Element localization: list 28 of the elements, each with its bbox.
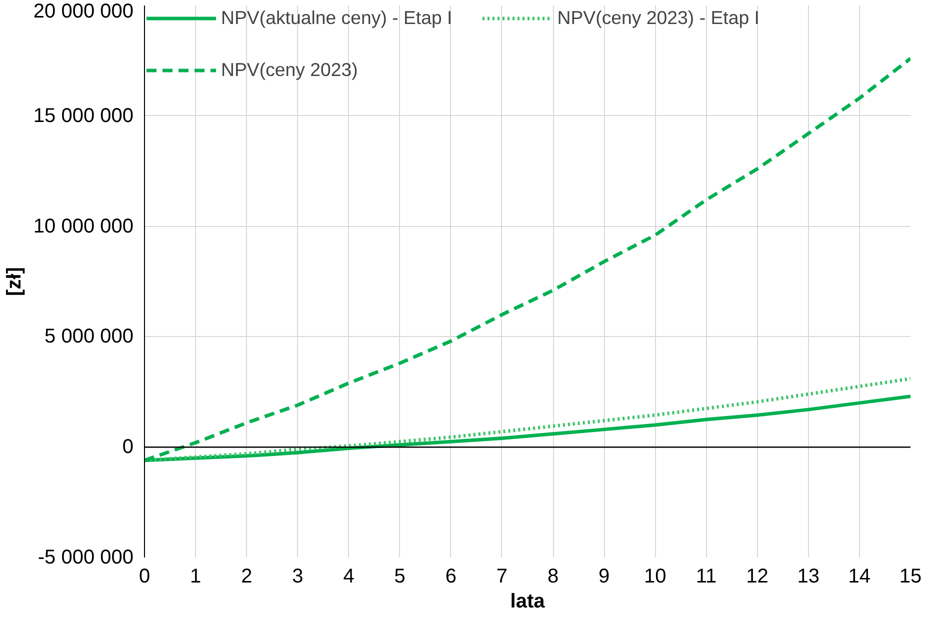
x-tick-label: 15 xyxy=(899,566,922,588)
legend-label: NPV(ceny 2023) - Etap I xyxy=(557,7,760,29)
y-tick-label: 15 000 000 xyxy=(33,104,134,127)
x-tick-label: 8 xyxy=(547,566,559,588)
x-tick-label: 6 xyxy=(445,566,456,588)
y-tick-label: 10 000 000 xyxy=(33,215,134,238)
y-tick-label: 0 xyxy=(122,436,134,458)
x-tick-label: 14 xyxy=(848,566,871,588)
x-tick-label: 2 xyxy=(241,566,252,588)
legend-label: NPV(aktualne ceny) - Etap I xyxy=(221,7,452,29)
y-tick-label: -5 000 000 xyxy=(38,546,134,568)
x-axis-title: lata xyxy=(510,590,546,612)
x-tick-label: 13 xyxy=(797,566,820,588)
line-series xyxy=(144,376,910,462)
x-tick-label: 9 xyxy=(598,566,610,588)
y-tick-label: 20 000 000 xyxy=(33,0,134,22)
x-tick-label: 12 xyxy=(746,566,768,588)
x-tick-label: 7 xyxy=(496,566,508,588)
x-tick-label: 0 xyxy=(138,566,150,588)
x-tick-label: 10 xyxy=(644,566,666,588)
x-tick-label: 1 xyxy=(190,566,202,588)
x-tick-label: 3 xyxy=(292,566,304,588)
legend-label: NPV(ceny 2023) xyxy=(221,59,358,81)
y-axis-title: [zł] xyxy=(3,267,26,296)
y-tick-label: 5 000 000 xyxy=(44,326,134,348)
x-tick-label: 5 xyxy=(394,566,406,588)
x-tick-label: 4 xyxy=(343,566,354,588)
x-tick-label: 11 xyxy=(696,566,717,588)
